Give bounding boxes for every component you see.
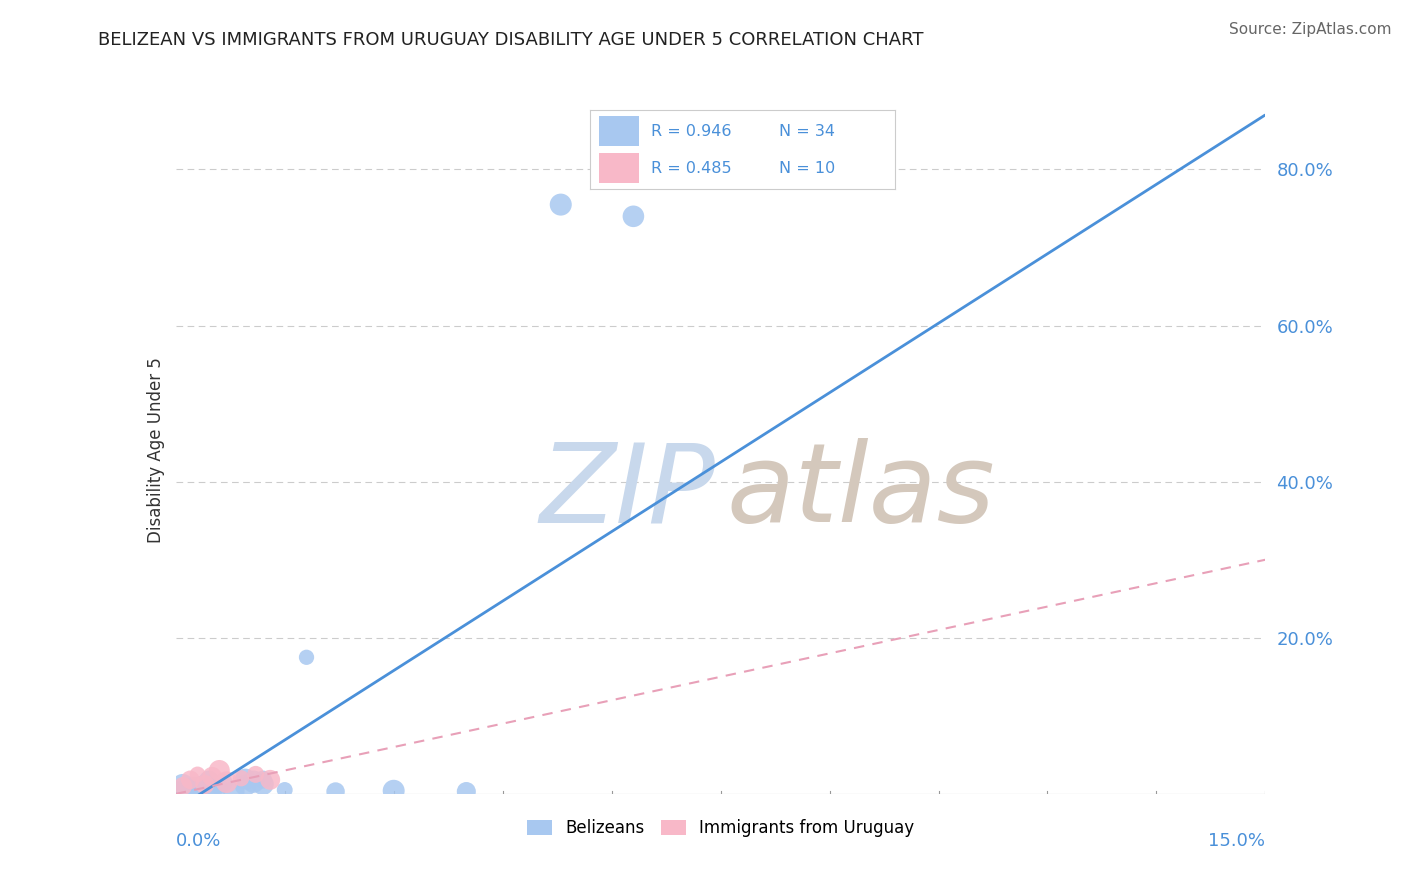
Point (235, 772, 257, 786)
Point (172, 779, 194, 793)
Y-axis label: Disability Age Under 5: Disability Age Under 5 (146, 358, 165, 543)
Point (184, 782, 207, 797)
Point (222, 784, 245, 798)
Point (295, 650, 318, 665)
Text: N = 34: N = 34 (779, 124, 835, 139)
FancyBboxPatch shape (599, 116, 638, 146)
Point (187, 785, 209, 799)
Point (235, 778, 257, 792)
Point (259, 772, 281, 787)
Text: ZIP: ZIP (540, 438, 716, 545)
Point (382, 784, 405, 798)
Point (167, 784, 190, 798)
Point (201, 770, 224, 784)
Text: R = 0.485: R = 0.485 (651, 161, 731, 176)
Point (621, 209, 644, 223)
Point (172, 784, 194, 798)
Point (252, 772, 274, 787)
Point (172, 778, 194, 792)
Point (252, 777, 274, 791)
Point (191, 778, 214, 792)
Point (325, 784, 347, 798)
Point (166, 785, 188, 799)
Text: N = 10: N = 10 (779, 161, 835, 176)
Point (202, 780, 225, 794)
Text: 15.0%: 15.0% (1208, 831, 1265, 850)
FancyBboxPatch shape (599, 153, 638, 183)
Point (208, 780, 231, 794)
Point (174, 784, 197, 798)
Point (181, 781, 204, 796)
Text: Source: ZipAtlas.com: Source: ZipAtlas.com (1229, 22, 1392, 37)
Point (167, 785, 190, 799)
Point (212, 776, 235, 790)
Point (550, 197, 572, 211)
Point (242, 774, 264, 789)
Point (186, 767, 209, 781)
Point (197, 773, 219, 788)
Point (187, 784, 209, 798)
Point (274, 783, 297, 797)
Point (194, 778, 217, 792)
Point (179, 772, 201, 787)
Point (181, 777, 204, 791)
Point (231, 771, 253, 786)
Text: atlas: atlas (725, 438, 994, 545)
Point (166, 786, 188, 800)
Legend: Belizeans, Immigrants from Uruguay: Belizeans, Immigrants from Uruguay (520, 813, 921, 844)
Text: 0.0%: 0.0% (176, 831, 221, 850)
Point (184, 784, 207, 798)
Point (215, 775, 238, 789)
Point (201, 783, 224, 797)
Text: R = 0.946: R = 0.946 (651, 124, 731, 139)
Point (179, 785, 201, 799)
Point (456, 784, 478, 798)
Text: BELIZEAN VS IMMIGRANTS FROM URUGUAY DISABILITY AGE UNDER 5 CORRELATION CHART: BELIZEAN VS IMMIGRANTS FROM URUGUAY DISA… (98, 31, 924, 49)
Point (173, 784, 195, 798)
Point (208, 764, 231, 778)
Point (245, 767, 267, 781)
